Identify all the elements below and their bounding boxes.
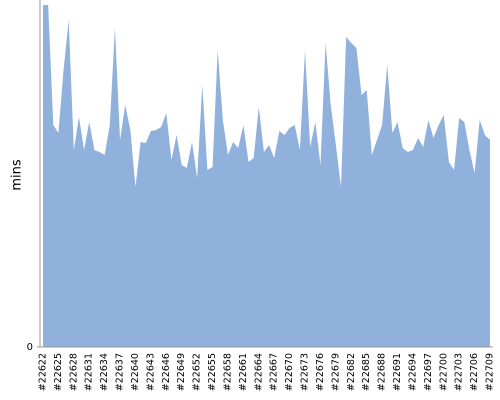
x-tick-label: #22628 xyxy=(68,353,79,391)
x-tick-label: #22655 xyxy=(207,353,218,391)
x-tick-label: #22658 xyxy=(222,353,233,391)
y-tick-label: 0 xyxy=(27,342,33,353)
x-tick-label: #22631 xyxy=(84,353,95,391)
x-tick-label: #22676 xyxy=(315,353,326,391)
x-tick-label: #22643 xyxy=(145,353,156,391)
x-tick-label: #22679 xyxy=(330,353,341,391)
x-tick-label: #22625 xyxy=(53,353,64,391)
x-tick-label: #22700 xyxy=(438,353,449,391)
x-tick-label: #22673 xyxy=(300,353,311,391)
x-tick-label: #22622 xyxy=(38,353,49,391)
x-tick-label: #22634 xyxy=(99,353,110,391)
x-tick-label: #22637 xyxy=(115,353,126,391)
x-tick-label: #22646 xyxy=(161,353,172,391)
x-tick-label: #22661 xyxy=(238,353,249,391)
area xyxy=(43,5,490,347)
x-tick-label: #22652 xyxy=(192,353,203,391)
x-tick-label: #22691 xyxy=(392,353,403,391)
x-tick-label: #22640 xyxy=(130,353,141,391)
x-tick-label: #22709 xyxy=(485,353,496,391)
x-tick-label: #22682 xyxy=(346,353,357,391)
x-tick-label: #22697 xyxy=(423,353,434,391)
x-tick-label: #22706 xyxy=(469,353,480,391)
x-tick-label: #22703 xyxy=(454,353,465,391)
x-tick-label: #22685 xyxy=(361,353,372,391)
x-tick-label: #22694 xyxy=(407,353,418,391)
x-tick-label: #22664 xyxy=(253,353,264,391)
y-axis-label: mins xyxy=(10,159,25,191)
x-tick-label: #22667 xyxy=(269,353,280,391)
x-tick-label: #22649 xyxy=(176,353,187,391)
x-tick-label: #22670 xyxy=(284,353,295,391)
x-tick-label: #22688 xyxy=(377,353,388,391)
